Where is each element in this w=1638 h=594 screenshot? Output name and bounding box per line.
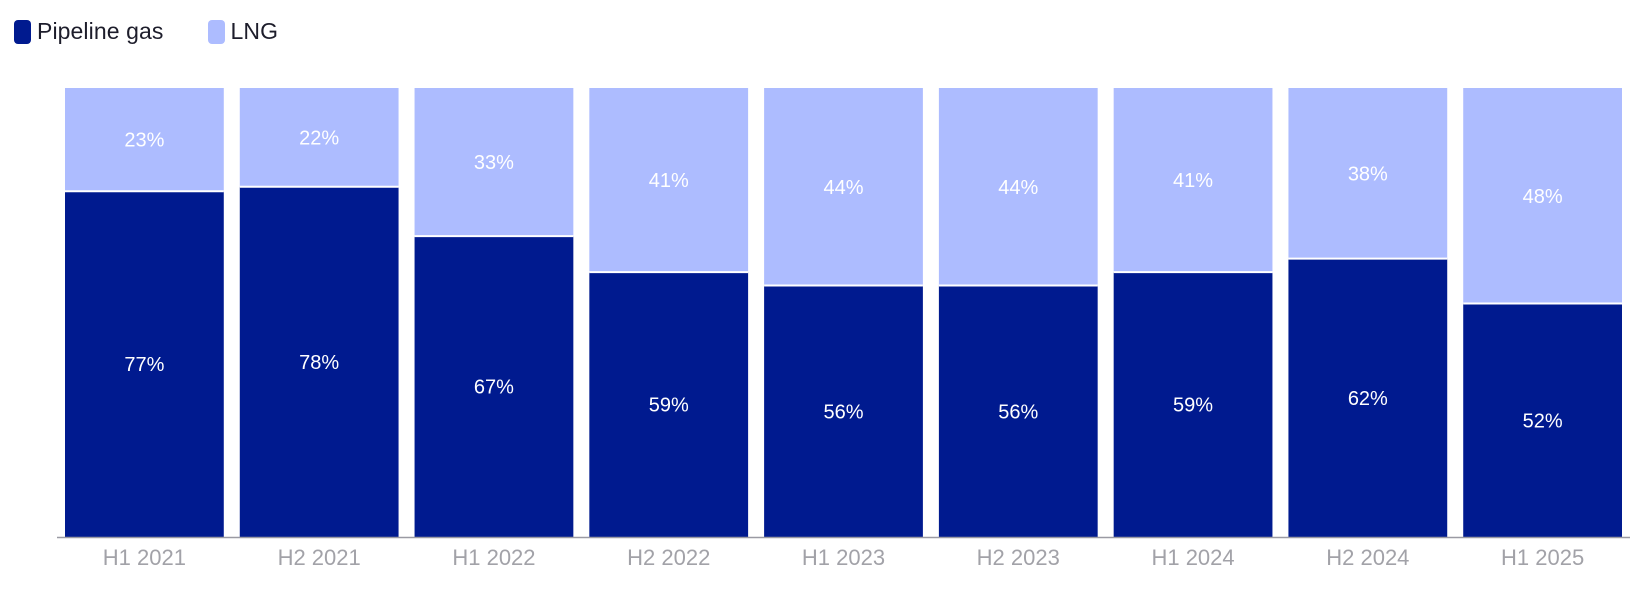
bar-pipeline-gas (65, 191, 224, 537)
bar-lng (1463, 88, 1622, 304)
data-label-lng: 44% (998, 177, 1038, 199)
x-tick-label: H1 2024 (1151, 545, 1234, 570)
x-tick-label: H1 2022 (452, 545, 535, 570)
x-tick-label: H2 2024 (1326, 545, 1409, 570)
chart-legend: Pipeline gas LNG (14, 18, 278, 45)
data-label-lng: 22% (299, 127, 339, 149)
data-label-pipeline-gas: 59% (1173, 395, 1213, 417)
x-tick-label: H1 2023 (802, 545, 885, 570)
data-label-pipeline-gas: 56% (823, 401, 863, 423)
bar-pipeline-gas (1113, 272, 1273, 537)
bar-pipeline-gas (938, 285, 1098, 537)
data-label-lng: 48% (1523, 186, 1563, 208)
bar-pipeline-gas (1288, 258, 1448, 537)
data-label-pipeline-gas: 52% (1523, 410, 1563, 432)
bar-lng (239, 88, 399, 187)
bar-lng (414, 88, 574, 237)
x-tick-label: H2 2022 (627, 545, 710, 570)
legend-label-lng: LNG (230, 18, 279, 44)
bar-lng (1113, 88, 1273, 273)
bar-lng (589, 88, 749, 273)
data-label-pipeline-gas: 59% (649, 395, 689, 417)
x-tick-label: H2 2023 (977, 545, 1060, 570)
data-label-pipeline-gas: 62% (1348, 388, 1388, 410)
bar-pipeline-gas (414, 236, 574, 538)
bar-lng (1288, 88, 1448, 259)
legend-swatch-pipeline-gas (14, 19, 31, 44)
data-label-lng: 41% (1173, 170, 1213, 192)
bar-lng (764, 88, 923, 286)
data-label-lng: 44% (823, 177, 863, 199)
data-label-pipeline-gas: 77% (124, 354, 164, 376)
data-label-lng: 33% (474, 152, 514, 174)
data-label-lng: 41% (649, 170, 689, 192)
data-label-pipeline-gas: 67% (474, 377, 514, 399)
bar-pipeline-gas (1463, 303, 1622, 537)
legend-item-lng: LNG (207, 18, 279, 45)
bar-pipeline-gas (239, 186, 399, 537)
bar-pipeline-gas (589, 272, 749, 537)
x-tick-label: H1 2025 (1501, 545, 1584, 570)
data-label-pipeline-gas: 56% (998, 401, 1038, 423)
x-tick-label: H2 2021 (278, 545, 361, 570)
data-label-pipeline-gas: 78% (299, 352, 339, 374)
x-tick-label: H1 2021 (103, 545, 186, 570)
bar-pipeline-gas (764, 285, 923, 537)
data-label-lng: 23% (124, 130, 164, 152)
legend-swatch-lng (207, 19, 225, 44)
legend-item-pipeline-gas: Pipeline gas (14, 18, 164, 45)
bar-lng (65, 88, 224, 192)
data-label-lng: 38% (1348, 163, 1388, 185)
bar-lng (938, 88, 1098, 286)
legend-label-pipeline-gas: Pipeline gas (37, 18, 164, 44)
